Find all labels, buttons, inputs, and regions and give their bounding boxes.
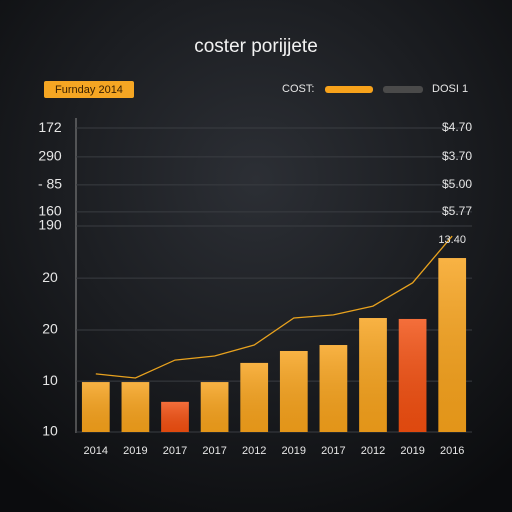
legend-swatch xyxy=(383,86,423,93)
annotation: 13.40 xyxy=(438,234,466,246)
line xyxy=(95,235,453,379)
y-tick-label: 160 xyxy=(38,203,62,219)
x-tick-label: 2019 xyxy=(282,445,306,457)
bar-shine xyxy=(279,350,308,432)
y-tick-label: 290 xyxy=(38,148,62,164)
bar-shine xyxy=(121,382,150,432)
badge: Furnday 2014 xyxy=(55,84,123,96)
y-tick-label: 20 xyxy=(42,269,58,285)
y-tick-label: - 85 xyxy=(38,176,62,192)
legend-swatch xyxy=(325,86,373,93)
bar-shine xyxy=(161,401,189,432)
x-tick-label: 2016 xyxy=(440,445,464,457)
y2-tick-label: $3.70 xyxy=(442,149,472,163)
x-tick-label: 2014 xyxy=(84,445,108,457)
x-tick-label: 2019 xyxy=(123,445,147,457)
y2-tick-label: $5.77 xyxy=(442,204,472,218)
bar-shine xyxy=(398,318,427,432)
bar-shine xyxy=(200,382,229,432)
y-tick-label: 190 xyxy=(38,217,62,233)
bar-shine xyxy=(359,318,387,432)
legend-label: DOSI 1 xyxy=(432,83,468,95)
y2-tick-label: $5.00 xyxy=(442,177,472,191)
x-tick-label: 2017 xyxy=(163,445,187,457)
badge-box xyxy=(44,81,134,98)
y-tick-label: 10 xyxy=(42,372,58,388)
x-tick-label: 2017 xyxy=(202,445,226,457)
y-tick-label: 172 xyxy=(38,119,62,135)
x-tick-label: 2012 xyxy=(361,445,385,457)
x-tick-label: 2012 xyxy=(242,445,266,457)
y-tick-label: 10 xyxy=(42,423,58,439)
y-tick-label: 20 xyxy=(42,321,58,337)
bar-shine xyxy=(81,382,110,432)
y2-tick-label: $4.70 xyxy=(442,120,472,134)
chart-title: coster porijjete xyxy=(194,36,318,57)
legend: COST: DOSI 1 xyxy=(282,83,468,95)
legend-label: COST: xyxy=(282,83,314,95)
bar-shine xyxy=(319,345,348,432)
x-tick-label: 2019 xyxy=(400,445,424,457)
bar-shine xyxy=(240,362,269,432)
x-tick-label: 2017 xyxy=(321,445,345,457)
bar-shine xyxy=(438,258,467,432)
